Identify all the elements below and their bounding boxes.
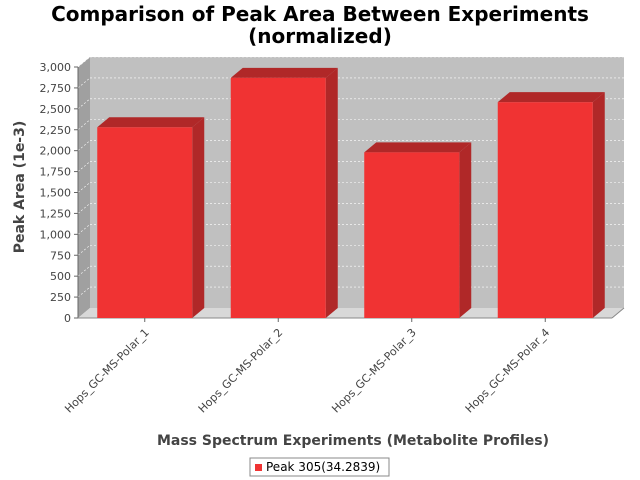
plot-area: 0 250 500 750 1,000 1,250 1,500 1,750 2,000 2,250… bbox=[40, 56, 625, 416]
y-tick-label: 0 bbox=[64, 312, 71, 325]
y-tick-label: 250 bbox=[50, 291, 71, 304]
gridline-left bbox=[77, 77, 91, 89]
chart-title: Comparison of Peak Area Between Experime… bbox=[51, 2, 589, 26]
y-tick-label: 1,000 bbox=[40, 228, 72, 241]
bar-top bbox=[364, 142, 472, 153]
bar bbox=[230, 77, 326, 318]
bar-side bbox=[592, 92, 605, 318]
gridline-left bbox=[77, 286, 91, 298]
x-tick-label: Hops_GC-MS-Polar_3 bbox=[329, 326, 419, 416]
y-tick-label: 2,250 bbox=[40, 124, 72, 137]
y-tick-label: 750 bbox=[50, 249, 71, 262]
bar-side bbox=[192, 117, 205, 319]
legend: Peak 305(34.2839) bbox=[249, 457, 390, 477]
bar bbox=[364, 152, 460, 318]
gridline-left bbox=[77, 161, 91, 172]
bar-top bbox=[230, 67, 338, 78]
bar bbox=[497, 102, 593, 318]
y-tick-label: 2,750 bbox=[40, 82, 72, 95]
bar-top bbox=[497, 92, 605, 103]
x-tick-label: Hops_GC-MS-Polar_4 bbox=[463, 326, 553, 416]
x-axis-label: Mass Spectrum Experiments (Metabolite Pr… bbox=[157, 433, 549, 449]
gridline-left bbox=[77, 245, 91, 256]
legend-label: Peak 305(34.2839) bbox=[266, 460, 380, 474]
plot-left-wall bbox=[78, 57, 90, 318]
chart-title-line2: (normalized) bbox=[248, 24, 392, 48]
bar bbox=[97, 127, 193, 319]
plot-floor bbox=[78, 308, 624, 318]
gridline-left bbox=[77, 182, 91, 193]
y-tick-label: 2,000 bbox=[40, 145, 72, 158]
legend-box bbox=[249, 457, 390, 477]
gridline-left bbox=[77, 98, 91, 110]
legend-swatch bbox=[255, 464, 262, 471]
gridline-left bbox=[77, 119, 91, 130]
x-tick-label: Hops_GC-MS-Polar_2 bbox=[196, 326, 286, 416]
gridline-left bbox=[77, 265, 91, 277]
y-tick-label: 500 bbox=[50, 270, 71, 283]
x-tick-label: Hops_GC-MS-Polar_1 bbox=[62, 326, 152, 416]
y-tick-label: 1,500 bbox=[40, 187, 72, 200]
gridline-left bbox=[77, 56, 91, 68]
y-axis-label: Peak Area (1e-3) bbox=[12, 121, 28, 254]
bar-side bbox=[325, 67, 338, 318]
bar-top bbox=[97, 117, 205, 128]
y-tick-label: 3,000 bbox=[40, 61, 72, 74]
gridline-left bbox=[77, 224, 91, 235]
gridline-left bbox=[77, 140, 91, 151]
y-tick-label: 2,500 bbox=[40, 103, 72, 116]
gridline-left bbox=[77, 203, 91, 214]
y-tick-label: 1,250 bbox=[40, 207, 72, 220]
floor-edge bbox=[611, 307, 625, 319]
bar-side bbox=[459, 142, 472, 318]
y-tick-label: 1,750 bbox=[40, 166, 72, 179]
